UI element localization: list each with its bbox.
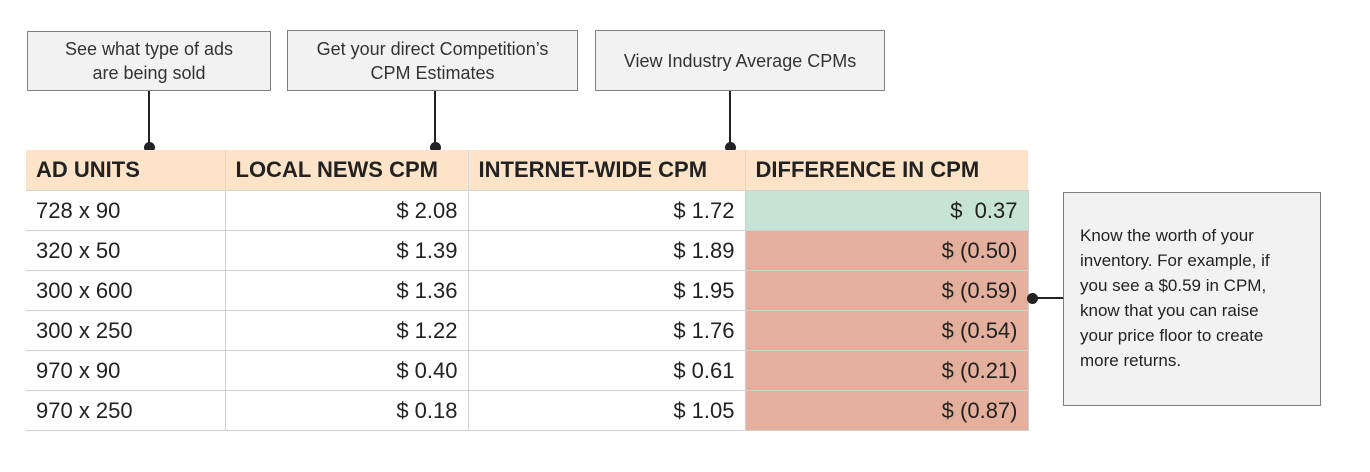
cell-internet-cpm: $ 1.76 (467, 310, 746, 351)
note-line: Know the worth of your (1080, 226, 1254, 245)
cell-internet-cpm: $ 1.05 (467, 390, 746, 431)
cell-ad-unit: 728 x 90 (26, 190, 226, 231)
cell-internet-cpm: $ 1.72 (467, 190, 746, 231)
note-line: know that you can raise (1080, 301, 1259, 320)
connector-industry (729, 91, 731, 149)
callout-ad-types: See what type of ads are being sold (27, 31, 271, 91)
cell-difference: $ (0.59) (744, 270, 1029, 311)
cell-local-cpm: $ 1.36 (224, 270, 469, 311)
cell-internet-cpm: $ 1.89 (467, 230, 746, 271)
callout-competition-line-2: CPM Estimates (370, 62, 495, 83)
callout-ad-types-line-2: are being sold (92, 63, 206, 83)
connector-ad-types (148, 91, 150, 149)
callout-industry-line-1: View Industry Average CPMs (623, 50, 857, 71)
connector-note (1033, 297, 1063, 299)
header-difference-in-cpm: DIFFERENCE IN CPM (744, 150, 1028, 191)
callout-competition: Get your direct Competition’s CPM Estima… (287, 30, 578, 91)
table-row: 970 x 250 $ 0.18 $ 1.05 $ (0.87) (26, 390, 1029, 431)
cell-local-cpm: $ 2.08 (224, 190, 469, 231)
cell-difference: $ (0.54) (744, 310, 1029, 351)
callout-competition-line-1: Get your direct Competition’s (316, 38, 549, 59)
cell-local-cpm: $ 0.40 (224, 350, 469, 391)
cell-ad-unit: 970 x 250 (26, 390, 226, 431)
cpm-table: AD UNITS LOCAL NEWS CPM INTERNET-WIDE CP… (26, 150, 1029, 431)
cell-internet-cpm: $ 0.61 (467, 350, 746, 391)
connector-dot-note (1027, 293, 1038, 304)
header-internet-wide-cpm: INTERNET-WIDE CPM (467, 150, 745, 191)
cell-local-cpm: $ 1.39 (224, 230, 469, 271)
cell-difference: $ (0.87) (744, 390, 1029, 431)
header-local-news-cpm: LOCAL NEWS CPM (224, 150, 468, 191)
table-row: 970 x 90 $ 0.40 $ 0.61 $ (0.21) (26, 350, 1029, 391)
connector-dot-industry (725, 142, 736, 153)
cell-difference: $ 0.37 (744, 190, 1029, 231)
connector-dot-ad-types (144, 142, 155, 153)
callout-ad-types-line-1: See what type of ads (64, 39, 234, 59)
cell-ad-unit: 320 x 50 (26, 230, 226, 271)
header-ad-units: AD UNITS (26, 150, 225, 191)
note-line: you see a $0.59 in CPM, (1080, 276, 1267, 295)
cell-local-cpm: $ 0.18 (224, 390, 469, 431)
cell-ad-unit: 300 x 600 (26, 270, 226, 311)
cell-difference: $ (0.21) (744, 350, 1029, 391)
connector-dot-competition (430, 142, 441, 153)
note-line: inventory. For example, if (1080, 251, 1270, 270)
cell-difference: $ (0.50) (744, 230, 1029, 271)
note-line: more returns. (1080, 351, 1182, 370)
cell-internet-cpm: $ 1.95 (467, 270, 746, 311)
table-header-row: AD UNITS LOCAL NEWS CPM INTERNET-WIDE CP… (26, 150, 1028, 191)
table-row: 320 x 50 $ 1.39 $ 1.89 $ (0.50) (26, 230, 1029, 271)
callout-industry: View Industry Average CPMs (595, 30, 885, 91)
table-row: 728 x 90 $ 2.08 $ 1.72 $ 0.37 (26, 190, 1029, 231)
table-row: 300 x 600 $ 1.36 $ 1.95 $ (0.59) (26, 270, 1029, 311)
note-line: your price floor to create (1080, 326, 1264, 345)
cell-ad-unit: 300 x 250 (26, 310, 226, 351)
connector-competition (434, 91, 436, 149)
table-row: 300 x 250 $ 1.22 $ 1.76 $ (0.54) (26, 310, 1029, 351)
cell-ad-unit: 970 x 90 (26, 350, 226, 391)
cell-local-cpm: $ 1.22 (224, 310, 469, 351)
note-box: Know the worth of your inventory. For ex… (1063, 192, 1321, 406)
